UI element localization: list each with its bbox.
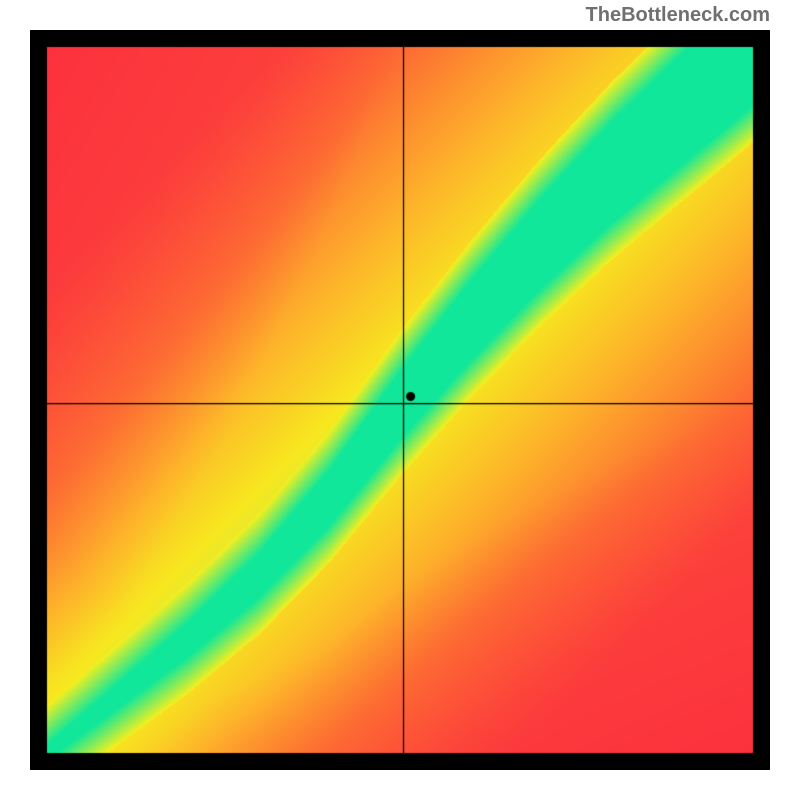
- watermark-text: TheBottleneck.com: [586, 4, 770, 27]
- chart-frame: [30, 30, 770, 770]
- heatmap-canvas: [30, 30, 770, 770]
